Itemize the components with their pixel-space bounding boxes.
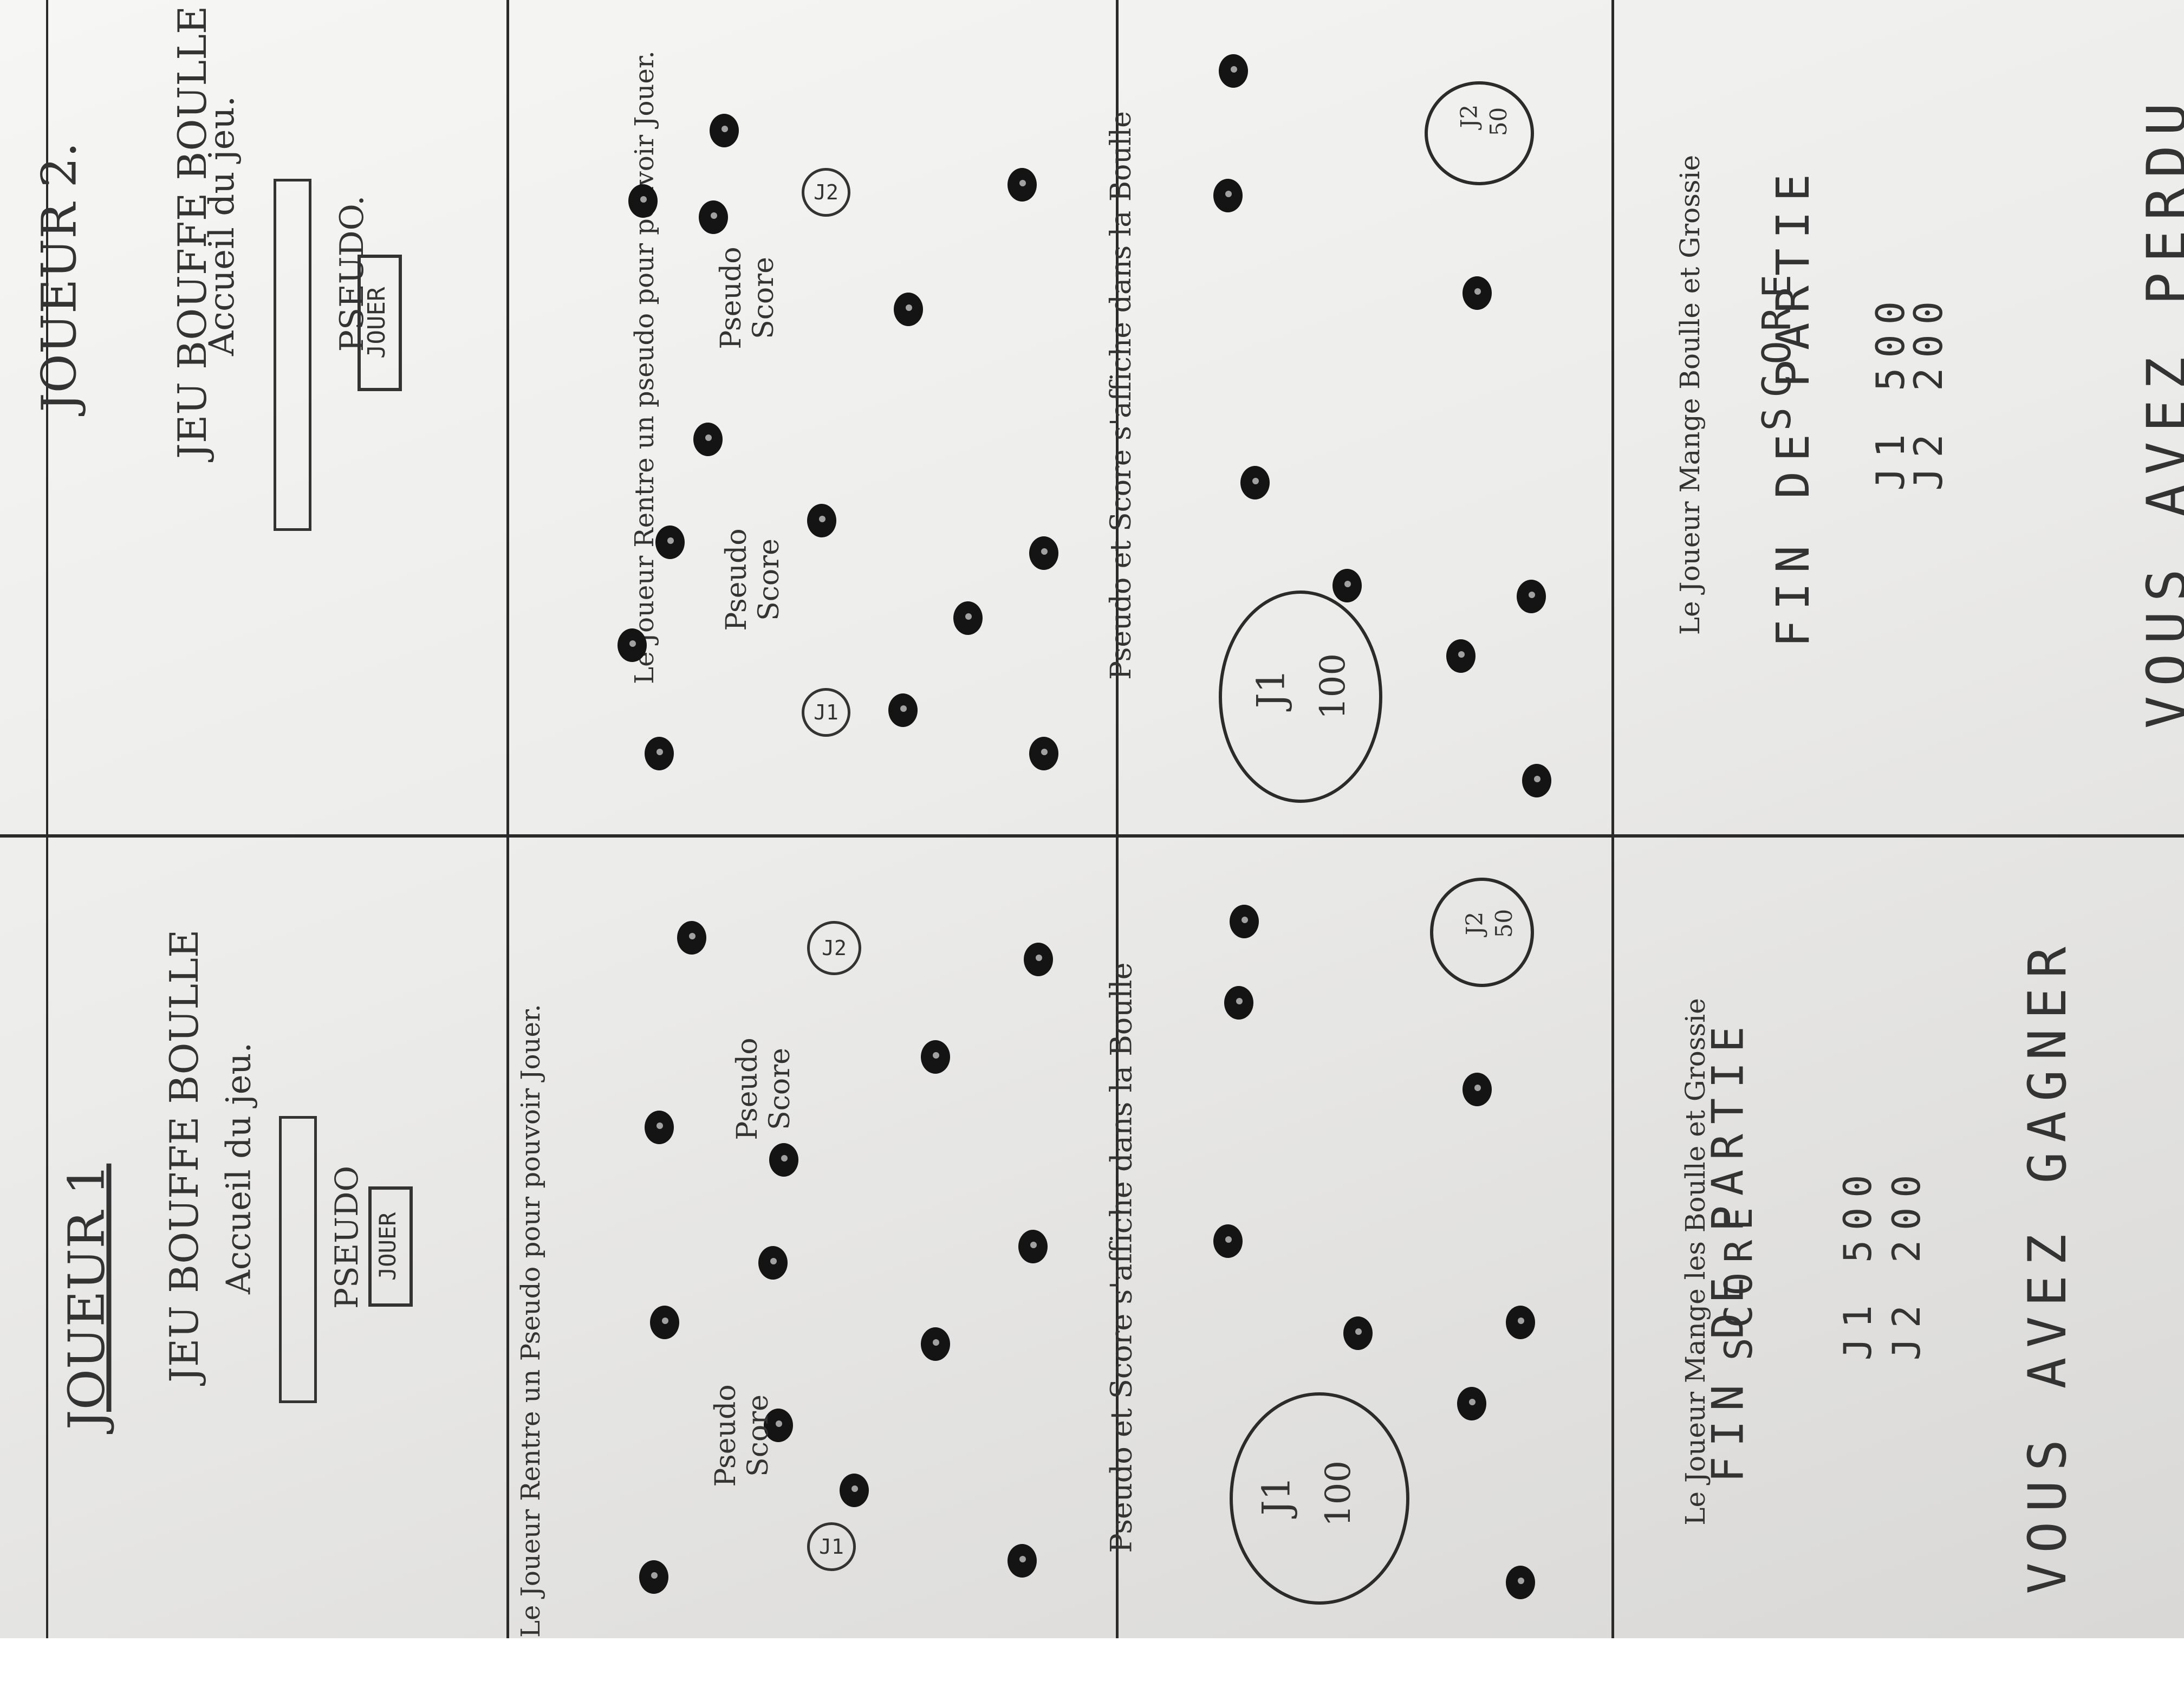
panel-joueur-1: JOUEUR 1 JEU BOUFFE BOULLE Accueil du je… (0, 819, 2184, 1638)
storyboard-frame: JOUEUR 1 JEU BOUFFE BOULLE Accueil du je… (0, 0, 2184, 1638)
paper-sheet: JOUEUR 1 JEU BOUFFE BOULLE Accueil du je… (0, 0, 2184, 1638)
